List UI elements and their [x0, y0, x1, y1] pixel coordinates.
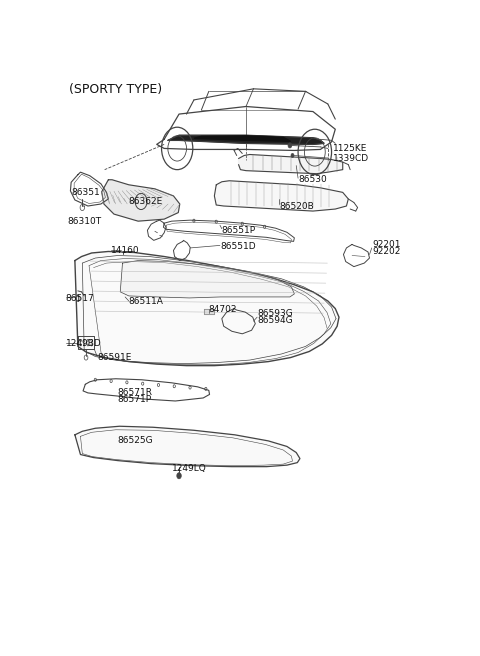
Text: 86591E: 86591E [97, 353, 132, 362]
Circle shape [291, 154, 294, 157]
Polygon shape [120, 260, 294, 298]
Text: 86594G: 86594G [257, 316, 293, 325]
Text: 1339CD: 1339CD [334, 154, 370, 163]
Polygon shape [75, 426, 300, 466]
Text: 86593G: 86593G [257, 309, 293, 318]
Polygon shape [204, 308, 215, 314]
Polygon shape [194, 136, 290, 141]
Text: 86551D: 86551D [220, 242, 255, 251]
Polygon shape [168, 135, 324, 144]
Text: 86551P: 86551P [222, 226, 256, 235]
Text: 84702: 84702 [209, 305, 237, 314]
Text: 14160: 14160 [111, 246, 140, 255]
Text: (SPORTY TYPE): (SPORTY TYPE) [69, 83, 162, 96]
Text: 86362E: 86362E [129, 197, 163, 206]
Polygon shape [75, 251, 339, 365]
Text: 86571P: 86571P [118, 395, 152, 404]
Text: 86310T: 86310T [67, 216, 102, 226]
Text: 86511A: 86511A [129, 297, 164, 306]
Text: 1249LQ: 1249LQ [172, 464, 206, 473]
Polygon shape [215, 181, 348, 211]
Text: 86525G: 86525G [118, 436, 153, 445]
Text: 86571R: 86571R [118, 388, 153, 398]
Polygon shape [239, 155, 343, 174]
Circle shape [288, 143, 292, 148]
Text: 1125KE: 1125KE [334, 144, 368, 153]
Text: 92201: 92201 [372, 240, 401, 249]
Circle shape [177, 473, 181, 479]
Text: 92202: 92202 [372, 247, 401, 256]
Text: 86530: 86530 [298, 175, 327, 184]
Text: 86520B: 86520B [279, 201, 314, 211]
Text: 1249BD: 1249BD [66, 339, 101, 348]
Text: 86517: 86517 [66, 294, 95, 303]
Polygon shape [102, 180, 180, 221]
Text: 86351: 86351 [71, 188, 100, 197]
